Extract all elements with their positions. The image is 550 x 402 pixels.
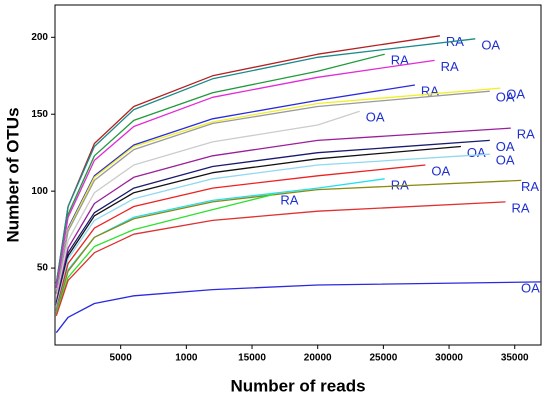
curve-label: RA [391, 177, 409, 192]
curve [55, 53, 385, 287]
curve [55, 201, 506, 317]
x-tick-label: 25000 [369, 353, 397, 364]
curve [55, 110, 360, 299]
curve [55, 90, 490, 295]
curve-label: OA [506, 87, 525, 102]
curve [55, 179, 522, 313]
curve [55, 153, 490, 307]
curve [55, 84, 416, 293]
y-axis-title: Number of OTUs [3, 107, 22, 242]
curve [55, 145, 461, 306]
curve [55, 59, 435, 289]
x-tick-label: 35000 [501, 353, 529, 364]
curve-label: OA [521, 280, 540, 295]
curve [55, 139, 490, 304]
curve [55, 178, 385, 312]
curve-label: RA [441, 59, 459, 74]
curve [55, 38, 476, 284]
curve-label: OA [496, 153, 515, 168]
curve-label: OA [431, 163, 450, 178]
x-tick-label: 1000 [175, 353, 198, 364]
curve [55, 281, 542, 334]
curve-label: OA [481, 37, 500, 52]
curve-label: RA [517, 127, 535, 142]
x-tick-label: 15000 [238, 353, 266, 364]
curve-label: OA [467, 145, 486, 160]
y-tick-label: 100 [31, 186, 48, 197]
x-tick-label: 5000 [110, 353, 133, 364]
x-axis-title: Number of reads [230, 376, 365, 395]
curve-label: OA [366, 110, 385, 125]
y-tick-label: 50 [37, 263, 49, 274]
curve-label: RA [512, 200, 530, 215]
curve-label: RA [521, 179, 539, 194]
curve-label: OA [496, 139, 515, 154]
y-tick-label: 200 [31, 32, 48, 43]
curve [55, 193, 275, 315]
curve-label: RA [280, 193, 298, 208]
x-tick-label: 30000 [435, 353, 463, 364]
curve-label: RA [391, 53, 409, 68]
curve [55, 164, 426, 310]
curve-label: OA [496, 90, 515, 105]
plot-frame [54, 4, 542, 346]
curve [55, 87, 501, 295]
curve [55, 35, 440, 284]
x-tick-label: 20000 [304, 353, 332, 364]
curve [55, 127, 511, 303]
y-tick-label: 150 [31, 109, 48, 120]
